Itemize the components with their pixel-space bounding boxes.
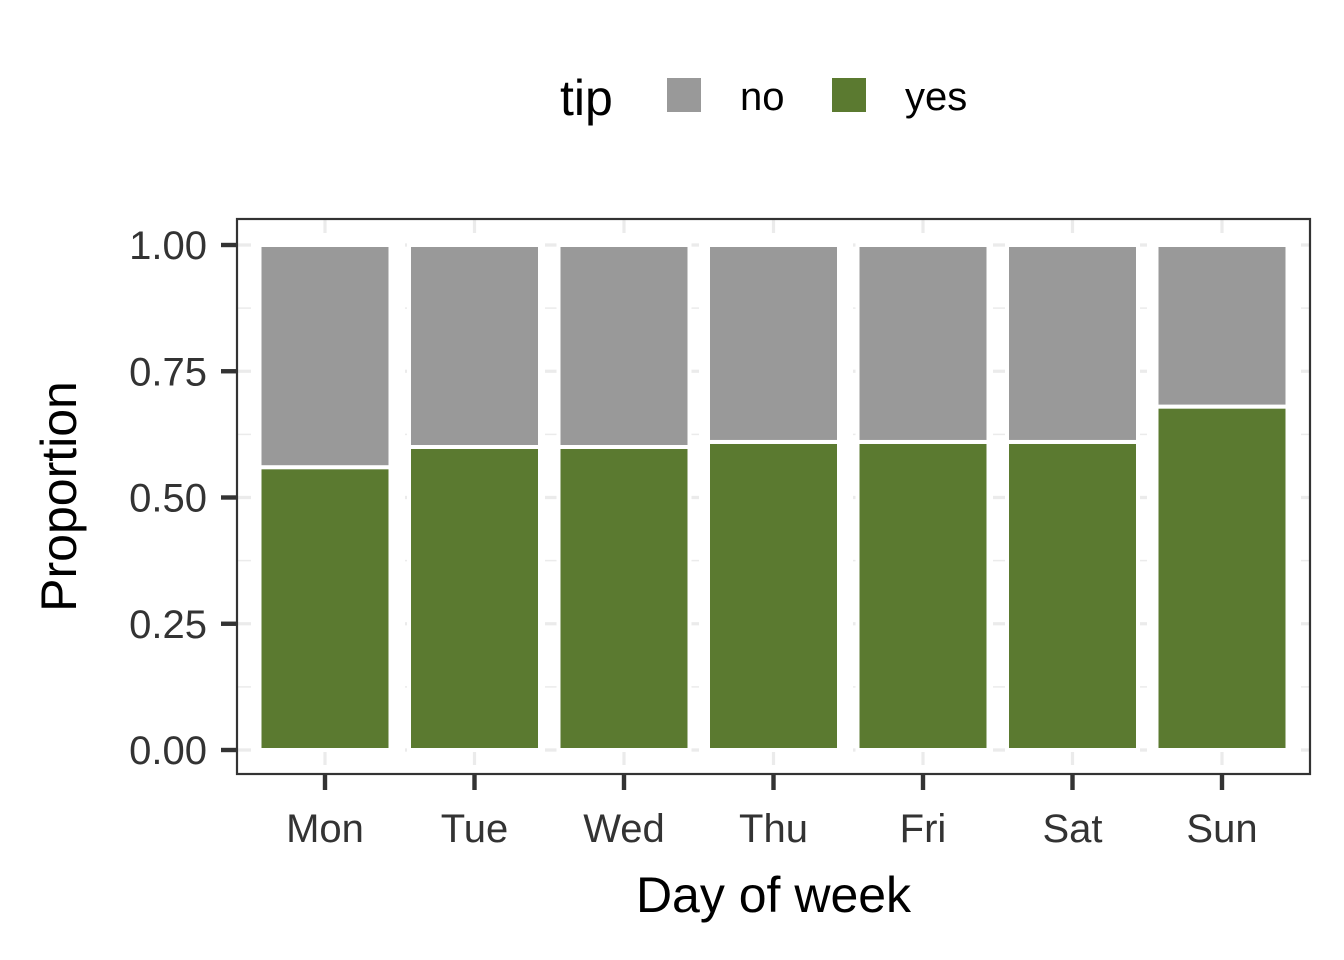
y-tick-label: 0.75 [129,350,207,394]
x-tick-label: Fri [900,807,947,851]
bar-thu-yes [706,439,841,752]
bar-thu-no [706,243,841,444]
x-tick-label: Sat [1042,807,1102,851]
axes: 0.00 0.25 0.50 0.75 1.00 Mon Tue Wed Thu Fri Sat Su… [129,224,1257,851]
bar-tue-yes [407,445,542,752]
y-tick-label: 0.00 [129,729,207,773]
y-tick-label: 0.50 [129,477,207,521]
bar-mon-yes [257,465,393,752]
bar-sat-no [1005,243,1140,444]
y-axis-title: Proportion [31,381,87,612]
bar-fri-yes [855,439,991,752]
legend-key-yes [832,78,866,112]
x-tick-label: Tue [441,807,508,851]
bars [257,243,1290,752]
bar-sun-yes [1154,404,1290,752]
bar-sat-yes [1005,439,1140,752]
bar-wed-yes [556,445,692,752]
legend-label-yes: yes [905,75,967,119]
x-tick-label: Mon [286,807,364,851]
x-tick-label: Sun [1186,807,1257,851]
bar-sun-no [1154,243,1290,409]
legend: tip no yes [560,70,967,126]
bar-mon-no [257,243,393,470]
x-tick-label: Wed [583,807,665,851]
x-axis-title: Day of week [636,867,912,923]
bar-tue-no [407,243,542,449]
legend-key-no [667,78,701,112]
bar-fri-no [855,243,991,444]
y-tick-label: 1.00 [129,224,207,268]
y-tick-label: 0.25 [129,603,207,647]
bar-wed-no [556,243,692,449]
legend-title: tip [560,70,613,126]
x-tick-label: Thu [739,807,808,851]
legend-label-no: no [740,75,785,119]
